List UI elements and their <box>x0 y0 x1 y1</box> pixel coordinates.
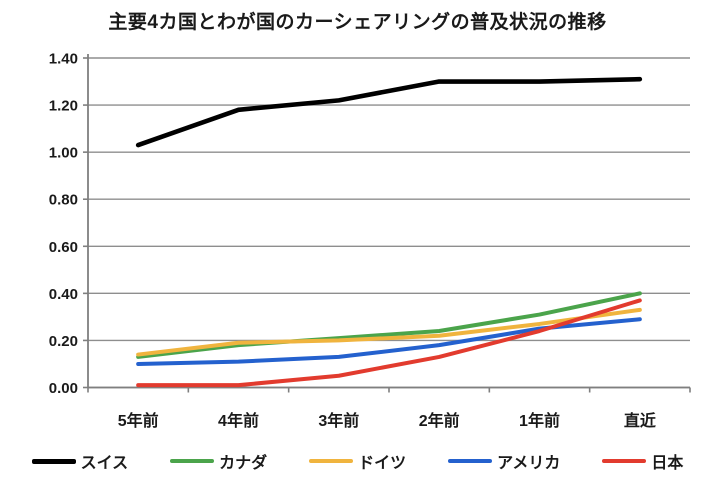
legend-label-canada: カナダ <box>219 455 268 472</box>
chart-legend: スイス カナダ ドイツ アメリカ 日本 <box>0 448 715 474</box>
legend-swatch-switzerland <box>31 458 76 464</box>
x-tick-label: 1年前 <box>519 411 560 430</box>
y-tick-label: 0.60 <box>49 239 78 256</box>
legend-swatch-germany <box>309 459 354 463</box>
legend-item-switzerland: スイス <box>31 449 129 473</box>
x-tick-label: 直近 <box>624 411 656 430</box>
legend-label-america: アメリカ <box>497 455 561 472</box>
y-tick-label: 0.80 <box>49 192 78 209</box>
legend-label-switzerland: スイス <box>80 455 129 472</box>
series-line-japan <box>136 298 642 388</box>
legend-label-japan: 日本 <box>651 455 684 472</box>
legend-item-canada: カナダ <box>170 449 267 473</box>
y-tick-label: 0.20 <box>49 333 78 350</box>
legend-swatch-japan <box>602 459 647 463</box>
y-tick-label: 0.00 <box>49 380 78 397</box>
legend-item-germany: ドイツ <box>309 449 406 473</box>
x-tick-label: 5年前 <box>118 411 159 430</box>
legend-item-japan: 日本 <box>602 449 683 473</box>
series-line-canada <box>136 291 642 359</box>
legend-swatch-canada <box>170 459 215 463</box>
x-tick-label: 3年前 <box>318 411 359 430</box>
legend-item-america: アメリカ <box>448 449 560 473</box>
line-chart: 1.40 1.20 1.00 0.80 0.60 0.40 0.20 0.00 5年前 4年前 3年… <box>49 51 691 430</box>
y-tick-label: 1.40 <box>49 51 78 68</box>
y-tick-label: 0.40 <box>49 286 78 303</box>
series-line-switzerland <box>135 76 643 148</box>
series-line-germany <box>136 307 642 357</box>
series-line-america <box>136 317 642 366</box>
legend-swatch-america <box>448 459 493 463</box>
x-tick-label: 4年前 <box>218 411 259 430</box>
x-tick-label: 2年前 <box>419 411 460 430</box>
legend-label-germany: ドイツ <box>358 455 407 472</box>
y-tick-label: 1.20 <box>49 98 78 115</box>
chart-title: 主要4カ国とわが国のカーシェアリングの普及状況の推移 <box>108 12 607 33</box>
y-tick-label: 1.00 <box>49 145 78 162</box>
